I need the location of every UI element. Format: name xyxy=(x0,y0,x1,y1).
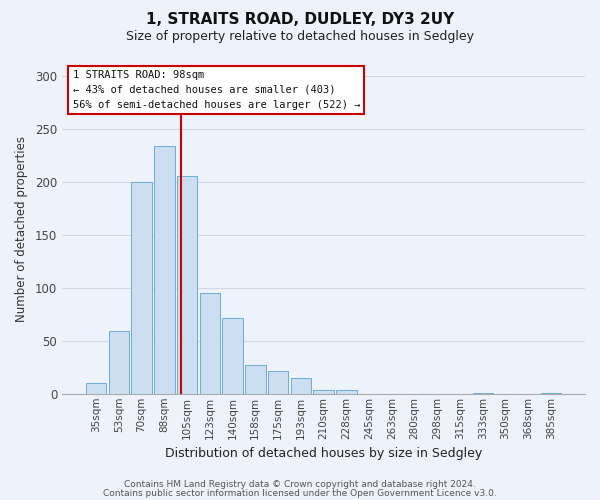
Y-axis label: Number of detached properties: Number of detached properties xyxy=(15,136,28,322)
Text: Contains public sector information licensed under the Open Government Licence v3: Contains public sector information licen… xyxy=(103,489,497,498)
X-axis label: Distribution of detached houses by size in Sedgley: Distribution of detached houses by size … xyxy=(165,447,482,460)
Bar xyxy=(290,378,311,394)
Bar xyxy=(223,318,243,394)
Bar xyxy=(313,390,334,394)
Bar xyxy=(268,372,288,394)
Text: 1 STRAITS ROAD: 98sqm
← 43% of detached houses are smaller (403)
56% of semi-det: 1 STRAITS ROAD: 98sqm ← 43% of detached … xyxy=(73,70,360,110)
Bar xyxy=(473,392,493,394)
Bar xyxy=(131,182,152,394)
Bar xyxy=(200,293,220,394)
Bar xyxy=(541,392,561,394)
Bar xyxy=(109,331,129,394)
Bar xyxy=(336,390,356,394)
Text: 1, STRAITS ROAD, DUDLEY, DY3 2UY: 1, STRAITS ROAD, DUDLEY, DY3 2UY xyxy=(146,12,454,28)
Bar xyxy=(245,365,266,394)
Bar xyxy=(86,383,106,394)
Text: Contains HM Land Registry data © Crown copyright and database right 2024.: Contains HM Land Registry data © Crown c… xyxy=(124,480,476,489)
Bar xyxy=(177,176,197,394)
Text: Size of property relative to detached houses in Sedgley: Size of property relative to detached ho… xyxy=(126,30,474,43)
Bar xyxy=(154,146,175,394)
